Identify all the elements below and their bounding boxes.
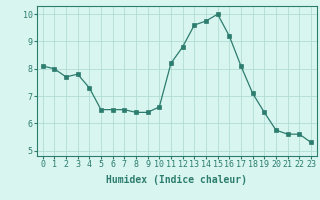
X-axis label: Humidex (Indice chaleur): Humidex (Indice chaleur) bbox=[106, 175, 247, 185]
